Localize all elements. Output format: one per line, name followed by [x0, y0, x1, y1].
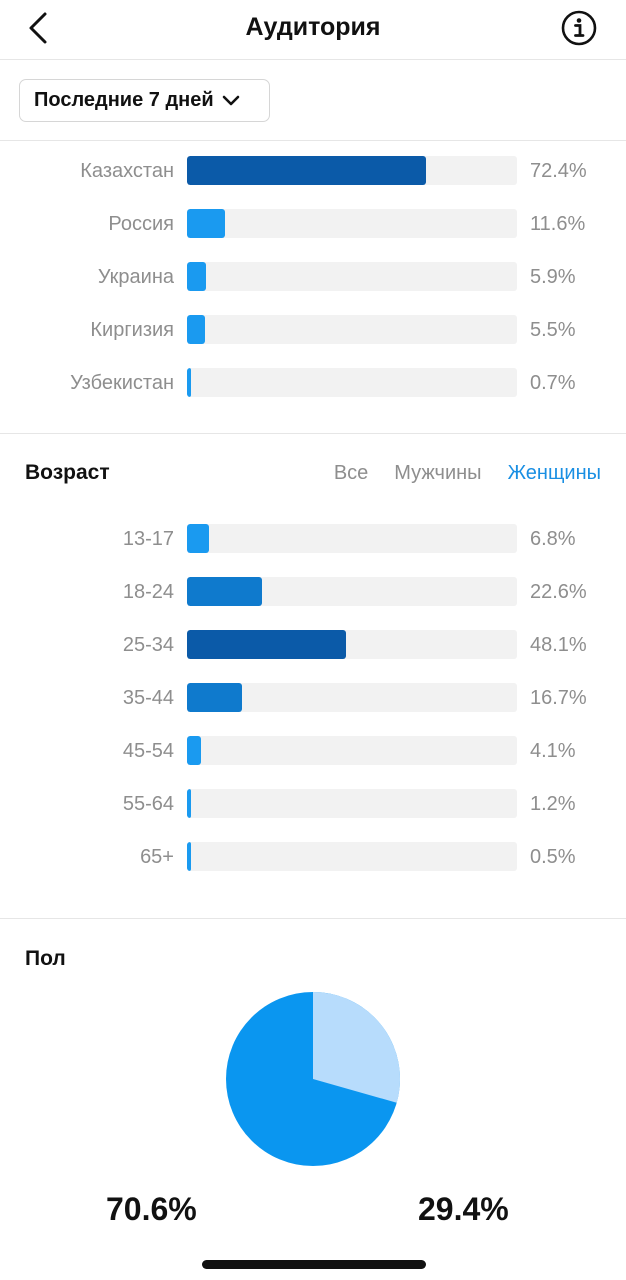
- bar-value: 5.9%: [530, 266, 576, 288]
- bar-fill: [187, 368, 191, 397]
- bar-label: Россия: [108, 213, 174, 235]
- bar-label: 25-34: [122, 634, 174, 656]
- divider: [0, 918, 626, 919]
- gender-title: Пол: [25, 947, 66, 970]
- info-button[interactable]: [560, 9, 598, 47]
- bar-track: [187, 789, 517, 818]
- bar-label: 13-17: [122, 528, 174, 550]
- bar-track: [187, 262, 517, 291]
- bar-value: 6.8%: [530, 528, 576, 550]
- bar-label: 55-64: [122, 793, 174, 815]
- page-title: Аудитория: [245, 13, 381, 41]
- bar-fill: [187, 736, 201, 765]
- period-dropdown[interactable]: Последние 7 дней: [19, 79, 270, 122]
- bar-row: Украина 5.9%: [0, 262, 626, 292]
- bar-track: [187, 368, 517, 397]
- bar-track: [187, 683, 517, 712]
- bar-label: Узбекистан: [70, 372, 174, 394]
- period-label: Последние 7 дней: [34, 89, 214, 111]
- bar-label: 18-24: [122, 581, 174, 603]
- bar-fill: [187, 315, 205, 344]
- bar-value: 4.1%: [530, 740, 576, 762]
- bar-row: Киргизия 5.5%: [0, 315, 626, 345]
- bar-label: 35-44: [122, 687, 174, 709]
- bar-value: 72.4%: [530, 160, 587, 182]
- pie-slice-male: [313, 992, 401, 1103]
- bar-label: Киргизия: [90, 319, 174, 341]
- filter-women[interactable]: Женщины: [507, 462, 601, 484]
- bar-value: 0.5%: [530, 846, 576, 868]
- bar-value: 48.1%: [530, 634, 587, 656]
- bar-value: 5.5%: [530, 319, 576, 341]
- gender-right-percent: 29.4%: [418, 1191, 509, 1227]
- bar-row: 25-34 48.1%: [0, 630, 626, 660]
- bar-row: 65+ 0.5%: [0, 842, 626, 872]
- bar-row: Россия 11.6%: [0, 209, 626, 239]
- back-button[interactable]: [18, 8, 58, 48]
- chevron-left-icon: [29, 12, 47, 44]
- age-title: Возраст: [25, 461, 110, 484]
- bar-fill: [187, 683, 242, 712]
- bar-row: 45-54 4.1%: [0, 736, 626, 766]
- bar-row: 55-64 1.2%: [0, 789, 626, 819]
- filter-men[interactable]: Мужчины: [394, 462, 482, 484]
- bar-value: 11.6%: [530, 213, 586, 235]
- bar-track: [187, 577, 517, 606]
- top-bar: Аудитория: [0, 0, 626, 60]
- bar-row: Узбекистан 0.7%: [0, 368, 626, 398]
- bar-track: [187, 736, 517, 765]
- divider: [0, 433, 626, 434]
- age-filters: Все Мужчины Женщины: [334, 462, 601, 485]
- home-indicator: [202, 1260, 426, 1269]
- bar-track: [187, 524, 517, 553]
- bar-value: 1.2%: [530, 793, 576, 815]
- bar-value: 22.6%: [530, 581, 587, 603]
- bar-track: [187, 209, 517, 238]
- bar-label: Украина: [97, 266, 174, 288]
- bar-fill: [187, 524, 209, 553]
- bar-label: 45-54: [122, 740, 174, 762]
- bar-fill: [187, 630, 346, 659]
- bar-value: 16.7%: [530, 687, 587, 709]
- bar-fill: [187, 262, 206, 291]
- bar-row: 35-44 16.7%: [0, 683, 626, 713]
- period-section: Последние 7 дней: [0, 60, 626, 141]
- bar-row: Казахстан 72.4%: [0, 156, 626, 186]
- chevron-down-icon: [222, 95, 239, 105]
- bar-track: [187, 842, 517, 871]
- gender-pie-chart: [226, 992, 401, 1166]
- bar-track: [187, 156, 517, 185]
- bar-row: 13-17 6.8%: [0, 524, 626, 554]
- info-icon: [561, 10, 597, 46]
- bar-fill: [187, 209, 225, 238]
- filter-all[interactable]: Все: [333, 462, 369, 484]
- bar-track: [187, 315, 517, 344]
- bar-value: 0.7%: [530, 372, 576, 394]
- bar-label: Казахстан: [80, 160, 174, 182]
- bar-fill: [187, 577, 262, 606]
- bar-fill: [187, 156, 426, 185]
- bar-fill: [187, 789, 191, 818]
- bar-fill: [187, 842, 191, 871]
- gender-left-percent: 70.6%: [106, 1191, 197, 1227]
- bar-row: 18-24 22.6%: [0, 577, 626, 607]
- bar-label: 65+: [140, 846, 174, 868]
- bar-track: [187, 630, 517, 659]
